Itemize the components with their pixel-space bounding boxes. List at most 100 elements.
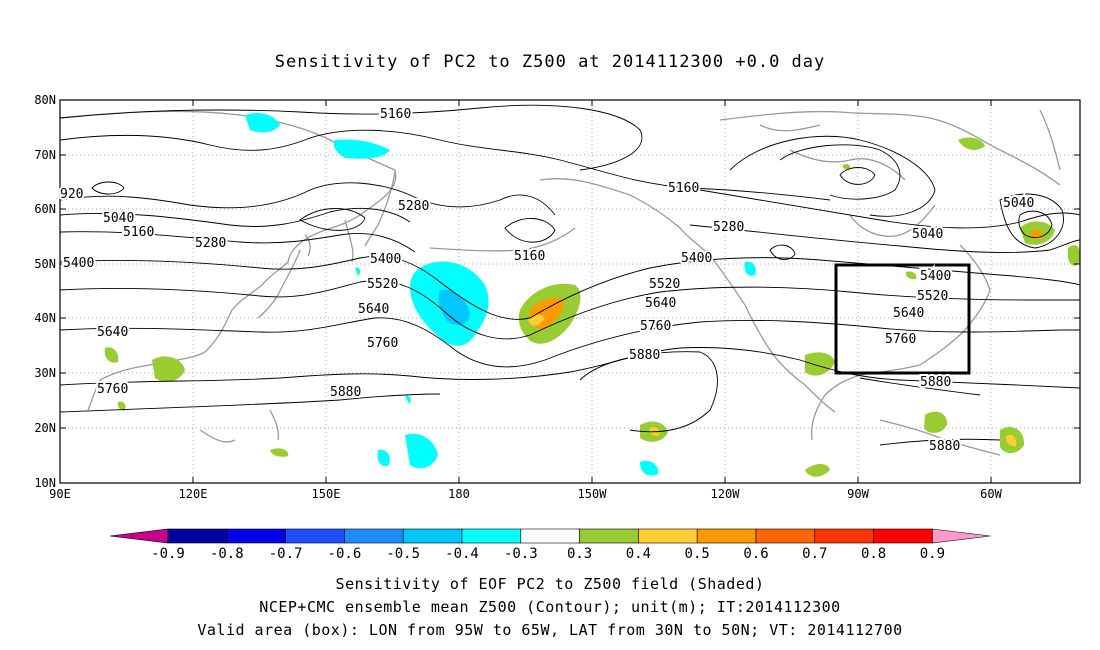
- contour-label: 920: [60, 187, 83, 202]
- contour-label: 5160: [668, 181, 699, 196]
- shade-green-small-3: [270, 448, 289, 457]
- contour-label: 5760: [640, 319, 671, 334]
- contour-line: [60, 317, 1080, 368]
- shade-blue-arctic-2: [333, 139, 390, 159]
- contour-label: 5280: [195, 236, 226, 251]
- contour-line: [1018, 210, 1053, 238]
- colorbar-swatch: [520, 528, 580, 544]
- shade-green-small-box: [905, 271, 917, 280]
- colorbar-label: 0.3: [567, 546, 592, 562]
- contour-label: 5880: [629, 348, 660, 363]
- longitude-labels: 90E 120E 150E 180 150W 120W 90W 60W: [49, 487, 1002, 501]
- shade-blue-subtropic-1: [405, 433, 438, 469]
- shade-green-east-edge: [1067, 245, 1080, 266]
- lon-label: 120W: [711, 487, 741, 501]
- lat-label: 40N: [34, 311, 56, 325]
- valid-area-box: [834, 263, 971, 375]
- contour-label: 5160: [123, 225, 154, 240]
- lat-label: 20N: [34, 421, 56, 435]
- axis-ticks: [60, 99, 1080, 484]
- contour-label: 5160: [514, 249, 545, 264]
- shade-blue-arctic-1: [245, 113, 280, 133]
- shade-green-baja: [805, 352, 835, 376]
- map-border: [59, 99, 1081, 484]
- colorbar-label: -0.6: [328, 546, 362, 562]
- contour-label: 5880: [920, 375, 951, 390]
- shade-blue-subtropic-2: [377, 449, 390, 467]
- contour-label: 5640: [893, 306, 924, 321]
- colorbar-swatch: [402, 528, 463, 544]
- shade-blue-small-2: [405, 395, 411, 404]
- contour-label: 5400: [920, 269, 951, 284]
- colorbar-label: -0.9: [151, 546, 185, 562]
- shade-orange-newfoundland: [1030, 229, 1044, 239]
- contour-line: [579, 351, 718, 433]
- shade-green-caribbean: [805, 464, 830, 477]
- colorbar-label: -0.3: [504, 546, 538, 562]
- contour-line: [60, 393, 441, 413]
- shade-green-greenland: [958, 137, 985, 150]
- contour-line: [60, 129, 831, 201]
- lon-label: 180: [448, 487, 470, 501]
- colorbar-swatch: [461, 528, 522, 544]
- contour-label: 5520: [649, 277, 680, 292]
- lon-label: 120E: [179, 487, 208, 501]
- colorbar-label: -0.7: [269, 546, 303, 562]
- caption-line-1: Sensitivity of EOF PC2 to Z500 field (Sh…: [335, 575, 765, 593]
- lon-label: 60W: [980, 487, 1002, 501]
- contour-line: [689, 224, 1080, 253]
- contour-label: 5760: [885, 332, 916, 347]
- contour-line: [60, 104, 643, 171]
- contour-line: [60, 280, 1080, 340]
- latitude-labels: 80N 70N 60N 50N 40N 30N 20N 10N: [34, 93, 56, 490]
- colorbar-label: 0.6: [743, 546, 768, 562]
- colorbar-swatch: [285, 528, 345, 544]
- contour-line: [504, 218, 556, 243]
- shade-blue-small-1: [355, 267, 361, 276]
- lat-label: 30N: [34, 366, 56, 380]
- contour-label: 5760: [367, 336, 398, 351]
- contour-label: 5880: [330, 385, 361, 400]
- colorbar-swatch: [226, 528, 286, 544]
- contour-label: 5400: [63, 256, 94, 271]
- caption-line-2: NCEP+CMC ensemble mean Z500 (Contour); u…: [259, 598, 841, 616]
- lat-label: 60N: [34, 202, 56, 216]
- colorbar-swatch: [344, 528, 404, 544]
- contour-label: 5040: [912, 227, 943, 242]
- colorbar-swatch: [638, 528, 698, 544]
- shade-green-small-canada: [842, 163, 851, 170]
- colorbar-label: 0.4: [626, 546, 651, 562]
- colorbar-label: 0.8: [861, 546, 886, 562]
- contour-label: 5640: [358, 302, 389, 317]
- contour-line: [729, 135, 936, 217]
- contour-label: 5640: [645, 296, 676, 311]
- contour-line: [779, 144, 901, 200]
- lat-label: 10N: [34, 476, 56, 490]
- lon-label: 150E: [312, 487, 341, 501]
- colorbar-swatch: [167, 528, 228, 544]
- contour-label: 5040: [1003, 196, 1034, 211]
- contour-line: [91, 181, 125, 195]
- lon-label: 90E: [49, 487, 71, 501]
- shade-green-small-2: [117, 401, 126, 411]
- lat-label: 50N: [34, 257, 56, 271]
- contour-label: 5160: [380, 107, 411, 122]
- contour-label: 5520: [917, 289, 948, 304]
- shade-blue-core: [438, 289, 470, 326]
- colorbar-swatch: [696, 528, 757, 544]
- colorbar-label: -0.4: [445, 546, 479, 562]
- colorbar-label: 0.9: [920, 546, 945, 562]
- z500-contours: [60, 104, 1080, 446]
- colorbar-left-triangle: [109, 528, 169, 544]
- shade-yellow-atlantic-1: [1005, 434, 1017, 447]
- contour-line: [299, 208, 366, 231]
- caption-line-3: Valid area (box): LON from 95W to 65W, L…: [197, 621, 903, 639]
- shade-green-south-asia: [152, 356, 185, 382]
- map-title: Sensitivity of PC2 to Z500 at 2014112300…: [274, 52, 826, 72]
- contour-line: [839, 167, 876, 185]
- colorbar-swatch: [814, 528, 874, 544]
- contour-label: 5040: [103, 211, 134, 226]
- contour-line: [769, 244, 796, 260]
- contour-label: 5640: [97, 325, 128, 340]
